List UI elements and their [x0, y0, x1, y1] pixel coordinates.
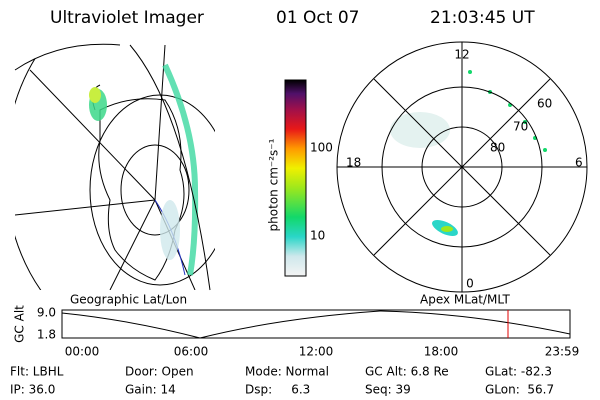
- info-field: Gain: 14: [125, 383, 176, 397]
- colorbar-tick: 10: [310, 229, 325, 243]
- map-edge: [14, 43, 121, 71]
- info-field: GLat: -82.3: [485, 365, 552, 379]
- mlat-label: 80: [490, 141, 505, 155]
- geo-map: [15, 44, 215, 291]
- orbit-frame: [61, 309, 571, 339]
- info-field: Seq: 39: [365, 383, 411, 397]
- map-label: Apex MLat/MLT: [420, 293, 510, 307]
- mlt-label: 18: [346, 156, 361, 170]
- mlat-label: 60: [537, 97, 552, 111]
- polar-map: [336, 41, 588, 293]
- mlat-label: 70: [513, 120, 528, 134]
- mlt-label: 0: [466, 277, 474, 291]
- time-label: 00:00: [65, 345, 100, 359]
- date: 01 Oct 07: [276, 8, 359, 28]
- time-label: 12:00: [299, 345, 334, 359]
- colorbar: [284, 79, 307, 277]
- colorbar-label: photon cm⁻²s⁻¹: [267, 138, 281, 231]
- info-field: Door: Open: [125, 365, 194, 379]
- info-field: GLon: 56.7: [485, 383, 554, 397]
- time-label: 06:00: [174, 345, 209, 359]
- orbit-ytick: 9.0: [37, 306, 56, 320]
- orbit-ytick: 1.8: [37, 328, 56, 342]
- orbit-ylabel: GC Alt: [13, 305, 27, 343]
- mlt-label: 12: [454, 48, 469, 62]
- colorbar-tick: 100: [310, 141, 333, 155]
- title: Ultraviolet Imager: [50, 8, 204, 28]
- info-field: IP: 36.0: [10, 383, 55, 397]
- info-field: Flt: LBHL: [10, 365, 64, 379]
- time-label: 18:00: [424, 345, 459, 359]
- time: 21:03:45 UT: [430, 8, 535, 28]
- time-label: 23:59: [545, 345, 580, 359]
- info-field: Mode: Normal: [245, 365, 329, 379]
- map-edge: [129, 44, 211, 291]
- map-label: Geographic Lat/Lon: [70, 293, 187, 307]
- mlt-label: 6: [575, 156, 583, 170]
- info-field: Dsp: 6.3: [245, 383, 310, 397]
- orbit-curve: [61, 310, 571, 339]
- info-field: GC Alt: 6.8 Re: [365, 365, 449, 379]
